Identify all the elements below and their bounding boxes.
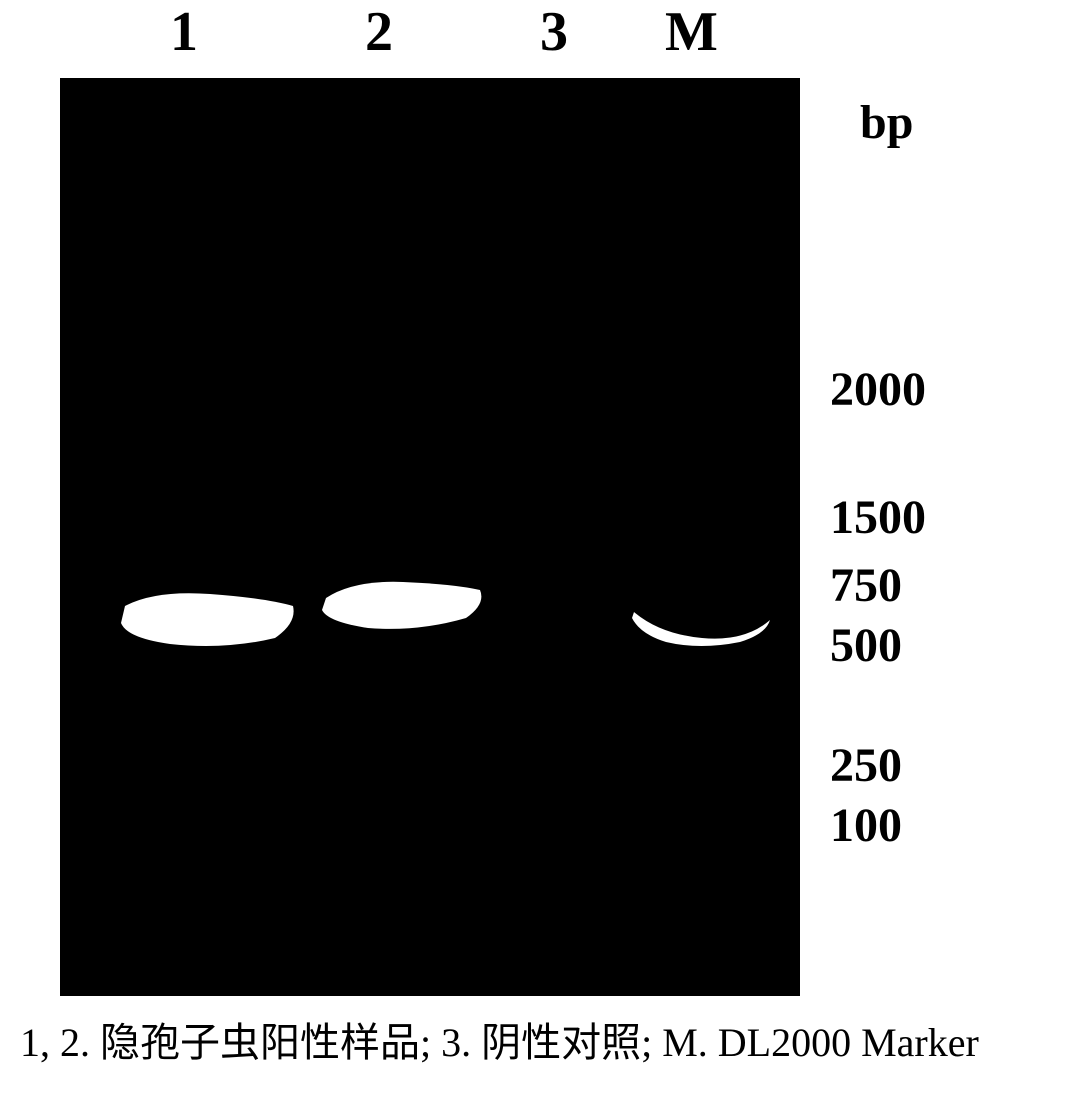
marker-label-100: 100: [830, 798, 902, 853]
marker-label-1500: 1500: [830, 490, 926, 545]
lane-label-M: M: [665, 0, 718, 64]
gel-image: [60, 78, 800, 996]
marker-label-2000: 2000: [830, 362, 926, 417]
lane-label-1: 1: [170, 0, 198, 64]
unit-label-bp: bp: [860, 95, 913, 150]
band-lane-2: [318, 576, 488, 634]
figure-caption: 1, 2. 隐孢子虫阳性样品; 3. 阴性对照; M. DL2000 Marke…: [20, 1010, 979, 1068]
band-lane-M-750: [630, 606, 775, 648]
lane-label-3: 3: [540, 0, 568, 64]
marker-label-500: 500: [830, 618, 902, 673]
lane-labels-row: 1 2 3 M: [60, 0, 800, 78]
marker-label-250: 250: [830, 738, 902, 793]
band-lane-1: [115, 588, 300, 650]
marker-label-750: 750: [830, 558, 902, 613]
lane-label-2: 2: [365, 0, 393, 64]
